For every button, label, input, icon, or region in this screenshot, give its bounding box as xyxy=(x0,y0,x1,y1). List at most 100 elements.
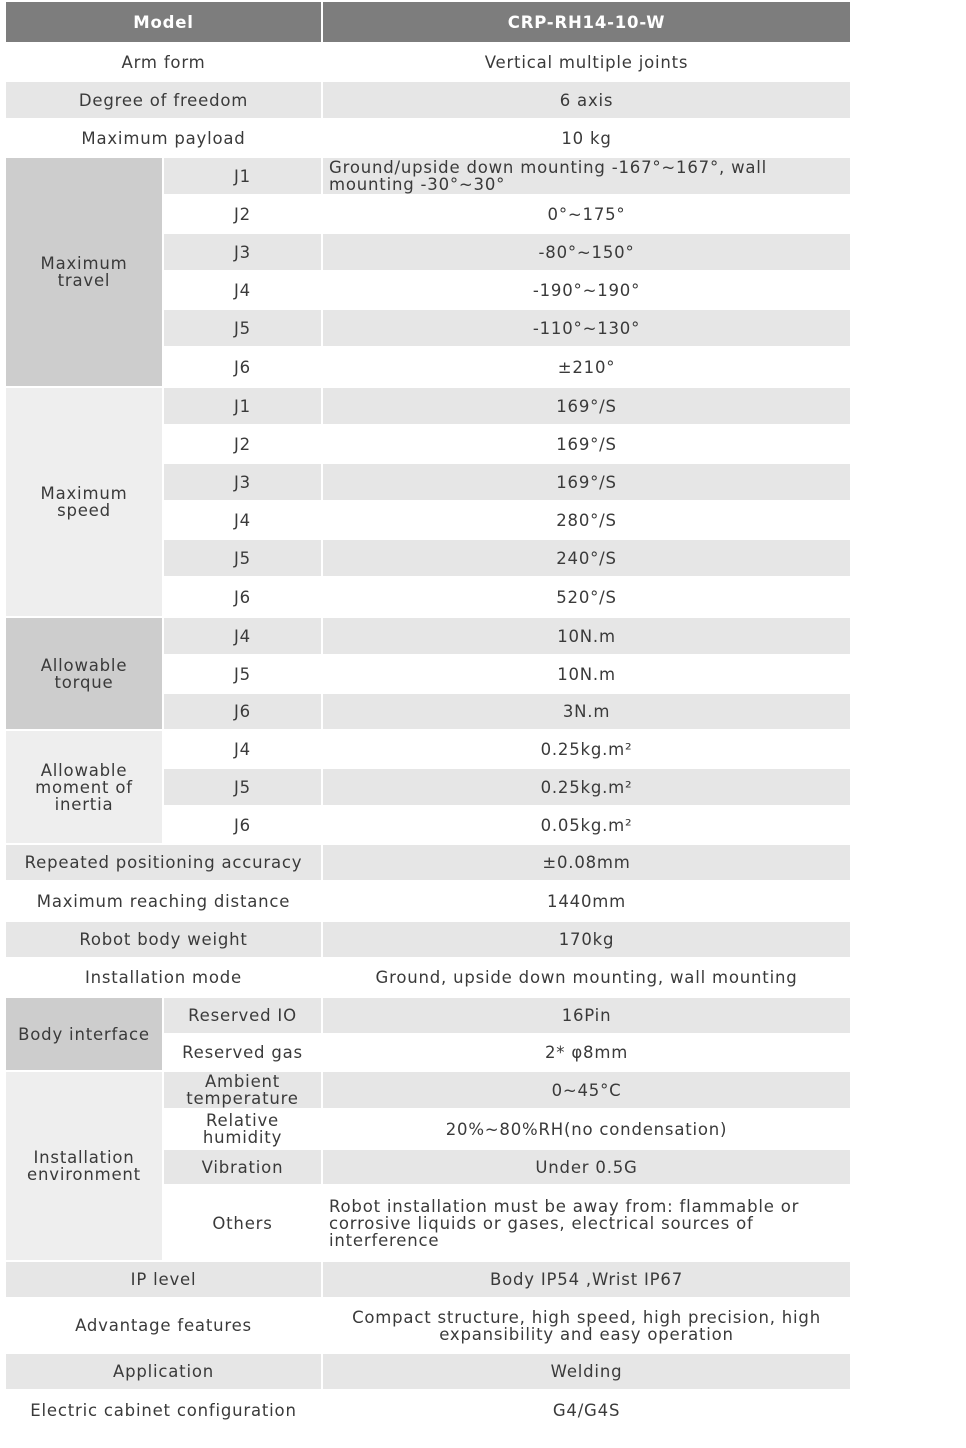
value: 10 kg xyxy=(321,118,853,158)
value: 6 axis xyxy=(321,80,853,120)
row: Repeated positioning accuracy ±0.08mm xyxy=(3,843,853,882)
label: Installation mode xyxy=(3,957,324,998)
row: Maximum travel J1 Ground/upside down mount… xyxy=(4,156,853,388)
value: 10N.m xyxy=(321,654,853,694)
value: 0.25kg.m² xyxy=(321,767,853,807)
label: Repeated positioning accuracy xyxy=(3,843,324,882)
value: Vertical multiple joints xyxy=(321,42,853,82)
group-label: Allowable torque xyxy=(4,616,164,731)
value: -80°~150° xyxy=(321,232,853,272)
row: J6 520°/S xyxy=(5,576,853,618)
row: J4 280°/S xyxy=(5,500,853,540)
value: 0.25kg.m² xyxy=(321,729,853,769)
value: 20%~80%RH(no condensation) xyxy=(321,1108,853,1150)
label: Advantage features xyxy=(3,1297,324,1354)
group-label: Allowable moment of inertia xyxy=(4,729,164,845)
value: 240°/S xyxy=(321,538,853,578)
sub-label: J4 xyxy=(161,500,324,540)
row: Body interface Reserved IO 16Pin xyxy=(4,996,853,1072)
value: 169°/S xyxy=(321,424,853,464)
sub-label: Others xyxy=(161,1184,324,1262)
label: Maximum payload xyxy=(3,118,324,158)
value: ±210° xyxy=(321,346,853,388)
row: Electric cabinet configuration G4/G4S xyxy=(3,1389,853,1431)
sub-label: J4 xyxy=(161,270,324,310)
row: J6 3N.m xyxy=(5,692,853,731)
sub-label: J6 xyxy=(161,576,324,618)
sub-label: Reserved gas xyxy=(161,1033,324,1072)
row: Maximum reaching distance 1440mm xyxy=(3,880,853,922)
value: 1440mm xyxy=(321,880,853,922)
value: 0°~175° xyxy=(321,194,853,234)
sub-label: J5 xyxy=(161,767,324,807)
value: 16Pin xyxy=(321,996,853,1035)
sub-label: J1 xyxy=(161,386,324,426)
value: 10N.m xyxy=(321,616,853,656)
label: IP level xyxy=(3,1260,324,1299)
value: Compact structure, high speed, high prec… xyxy=(321,1297,853,1354)
row: Application Welding xyxy=(3,1352,853,1391)
row: IP level Body IP54 ,Wrist IP67 xyxy=(3,1260,853,1299)
value: 520°/S xyxy=(321,576,853,618)
row: J3 -80°~150° xyxy=(5,232,853,272)
sub-label: J4 xyxy=(161,729,324,769)
value: -190°~190° xyxy=(321,270,853,310)
value: 169°/S xyxy=(321,386,853,426)
group-label: Maximum speed xyxy=(4,386,164,618)
value: -110°~130° xyxy=(321,308,853,348)
row: J6 0.05kg.m² xyxy=(5,805,853,845)
row: Allowable torque J4 10N.m xyxy=(4,616,853,731)
value: Ground, upside down mounting, wall mount… xyxy=(321,957,853,998)
value: 2* φ8mm xyxy=(321,1033,853,1072)
value: 280°/S xyxy=(321,500,853,540)
sub-label: J3 xyxy=(161,462,324,502)
row: Relative humidity 20%~80%RH(no condensati… xyxy=(5,1108,853,1150)
value: 3N.m xyxy=(321,692,853,731)
group-label: Installation environment xyxy=(4,1070,164,1262)
value: ±0.08mm xyxy=(321,843,853,882)
row: Degree of freedom 6 axis xyxy=(3,80,853,120)
value: 170kg xyxy=(321,920,853,959)
row: Reserved gas 2* φ8mm xyxy=(5,1033,853,1072)
value: 0.05kg.m² xyxy=(321,805,853,845)
row: Maximum payload 10 kg xyxy=(3,118,853,158)
row: J4 -190°~190° xyxy=(5,270,853,310)
row: J6 ±210° xyxy=(5,346,853,388)
value: 169°/S xyxy=(321,462,853,502)
value: 0~45°C xyxy=(321,1070,853,1110)
sub-label: J3 xyxy=(161,232,324,272)
value: G4/G4S xyxy=(321,1389,853,1431)
sub-label: J2 xyxy=(161,194,324,234)
sub-label: J2 xyxy=(161,424,324,464)
value: Ground/upside down mounting -167°~167°, … xyxy=(321,156,853,196)
sub-label: J1 xyxy=(161,156,324,196)
label: Maximum reaching distance xyxy=(3,880,324,922)
sub-label: J5 xyxy=(161,538,324,578)
row: J5 240°/S xyxy=(5,538,853,578)
row: J3 169°/S xyxy=(5,462,853,502)
sub-label: J6 xyxy=(161,346,324,388)
label: Degree of freedom xyxy=(3,80,324,120)
row: J5 -110°~130° xyxy=(5,308,853,348)
row: J5 10N.m xyxy=(5,654,853,694)
value: Under 0.5G xyxy=(321,1148,853,1186)
value: Body IP54 ,Wrist IP67 xyxy=(321,1260,853,1299)
group-label: Maximum travel xyxy=(4,156,164,388)
row: J5 0.25kg.m² xyxy=(5,767,853,807)
row: Installation mode Ground, upside down mou… xyxy=(3,957,853,998)
header-value: CRP-RH14-10-W xyxy=(321,0,853,44)
row: Vibration Under 0.5G xyxy=(5,1148,853,1186)
sub-label: Ambient temperature xyxy=(161,1070,324,1110)
sub-label: J6 xyxy=(161,805,324,845)
value: Robot installation must be away from: fl… xyxy=(321,1184,853,1262)
row: Advantage features Compact structure, hig… xyxy=(3,1297,853,1354)
spec-table: Model CRP-RH14-10-W Arm form Vertical mul… xyxy=(3,0,853,1431)
sub-label: Vibration xyxy=(161,1148,324,1186)
sub-label: J5 xyxy=(161,654,324,694)
row: Arm form Vertical multiple joints xyxy=(3,42,853,82)
label: Electric cabinet configuration xyxy=(3,1389,324,1431)
header-label: Model xyxy=(3,0,324,44)
sub-label: J6 xyxy=(161,692,324,731)
sub-label: J5 xyxy=(161,308,324,348)
